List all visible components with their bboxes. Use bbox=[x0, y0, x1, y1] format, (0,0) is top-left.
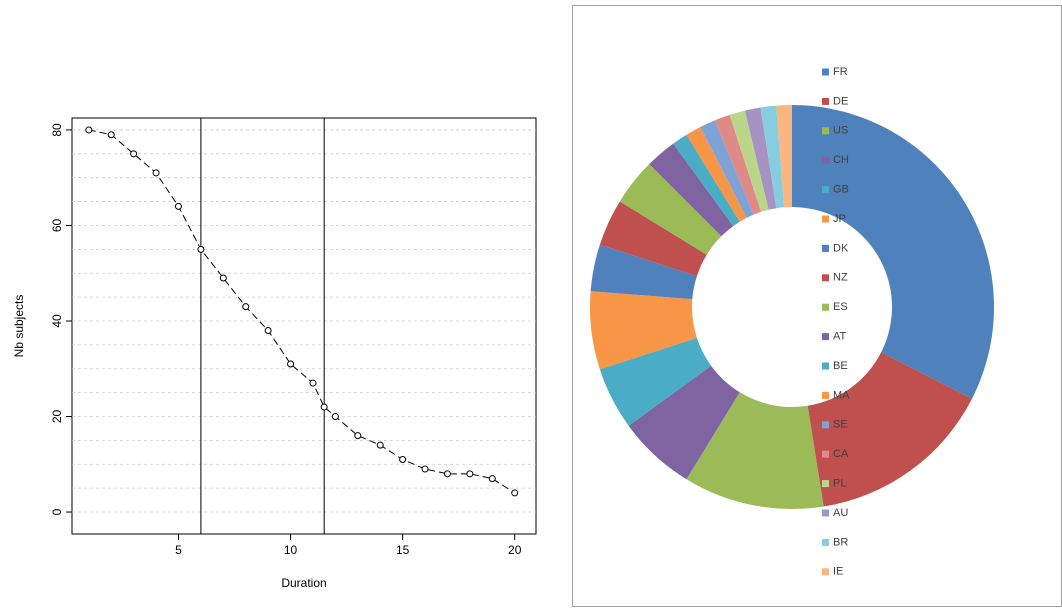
legend-label: IE bbox=[833, 566, 843, 578]
legend-swatch bbox=[822, 391, 829, 399]
legend-swatch bbox=[822, 538, 829, 546]
point bbox=[242, 303, 250, 311]
point bbox=[309, 379, 317, 387]
legend-swatch bbox=[822, 362, 829, 370]
donut-slice bbox=[760, 105, 785, 209]
legend-swatch bbox=[822, 274, 829, 282]
donut-slice bbox=[792, 105, 994, 399]
y-tick-label: 20 bbox=[50, 410, 64, 424]
point bbox=[197, 245, 205, 253]
donut-slice bbox=[599, 201, 707, 277]
legend-label: SE bbox=[833, 419, 848, 431]
legend-label: BE bbox=[833, 360, 848, 372]
donut-slice bbox=[599, 337, 712, 426]
point bbox=[488, 475, 496, 483]
legend-swatch bbox=[822, 450, 829, 458]
donut-slice bbox=[700, 120, 754, 218]
legend-label: NZ bbox=[833, 272, 848, 284]
point bbox=[174, 202, 182, 210]
point bbox=[152, 169, 160, 177]
line bbox=[88, 129, 515, 494]
point bbox=[287, 360, 295, 368]
donut-slice bbox=[590, 244, 697, 300]
point bbox=[421, 465, 429, 473]
point bbox=[130, 150, 138, 158]
legend-label: DK bbox=[833, 242, 849, 254]
legend-label: GB bbox=[833, 184, 849, 196]
donut-slice bbox=[619, 164, 722, 255]
legend-swatch bbox=[822, 509, 829, 517]
legend-label: PL bbox=[833, 478, 846, 490]
donut-slice bbox=[686, 127, 747, 222]
y-tick-label: 60 bbox=[50, 218, 64, 232]
legend-swatch bbox=[822, 156, 829, 164]
donut-slice bbox=[686, 392, 824, 509]
donut-slice bbox=[673, 134, 740, 227]
y-tick-label: 40 bbox=[50, 314, 64, 328]
donut-slice bbox=[729, 110, 769, 212]
legend-swatch bbox=[822, 480, 829, 488]
donut-slice bbox=[776, 105, 792, 208]
legend-swatch bbox=[822, 68, 829, 76]
legend-label: AT bbox=[833, 331, 847, 343]
legend-swatch bbox=[822, 97, 829, 105]
legend-swatch bbox=[822, 215, 829, 223]
point bbox=[219, 274, 227, 282]
point bbox=[399, 455, 407, 463]
legend-swatch bbox=[822, 421, 829, 429]
legend-label: CA bbox=[833, 448, 849, 460]
x-tick-label: 5 bbox=[175, 543, 182, 557]
x-tick-label: 15 bbox=[396, 543, 410, 557]
legend-label: JP bbox=[833, 213, 846, 225]
donut-slice bbox=[714, 114, 762, 215]
point bbox=[466, 470, 474, 478]
legend-swatch bbox=[822, 303, 829, 311]
point bbox=[264, 327, 272, 335]
x-tick-label: 10 bbox=[284, 543, 298, 557]
legend-label: BR bbox=[833, 536, 848, 548]
point bbox=[376, 441, 384, 449]
donut-slice bbox=[807, 352, 972, 507]
point bbox=[331, 413, 339, 421]
point bbox=[107, 131, 115, 139]
donut-slice bbox=[744, 107, 777, 210]
legend-label: MA bbox=[833, 389, 850, 401]
legend-label: AU bbox=[833, 507, 848, 519]
legend-label: ES bbox=[833, 301, 848, 313]
y-tick-label: 80 bbox=[50, 123, 64, 137]
donut-slice bbox=[649, 143, 734, 237]
y-tick-label: 0 bbox=[50, 508, 64, 515]
point bbox=[443, 470, 451, 478]
point bbox=[511, 489, 519, 497]
x-tick-label: 20 bbox=[508, 543, 522, 557]
legend-label: CH bbox=[833, 154, 849, 166]
donut-slice bbox=[628, 365, 740, 480]
x-axis-label: Duration bbox=[281, 576, 326, 590]
legend-swatch bbox=[822, 127, 829, 135]
legend-label: DE bbox=[833, 95, 848, 107]
legend-label: FR bbox=[833, 66, 848, 78]
legend-swatch bbox=[822, 186, 829, 194]
legend-label: US bbox=[833, 125, 848, 137]
point bbox=[320, 403, 328, 411]
plot-box bbox=[71, 117, 537, 535]
y-axis-label: Nb subjects bbox=[12, 295, 26, 358]
legend-swatch bbox=[822, 244, 829, 252]
point bbox=[85, 126, 93, 134]
legend-swatch bbox=[822, 568, 829, 576]
donut-slice bbox=[589, 291, 697, 370]
point bbox=[354, 432, 362, 440]
legend-swatch bbox=[822, 333, 829, 341]
